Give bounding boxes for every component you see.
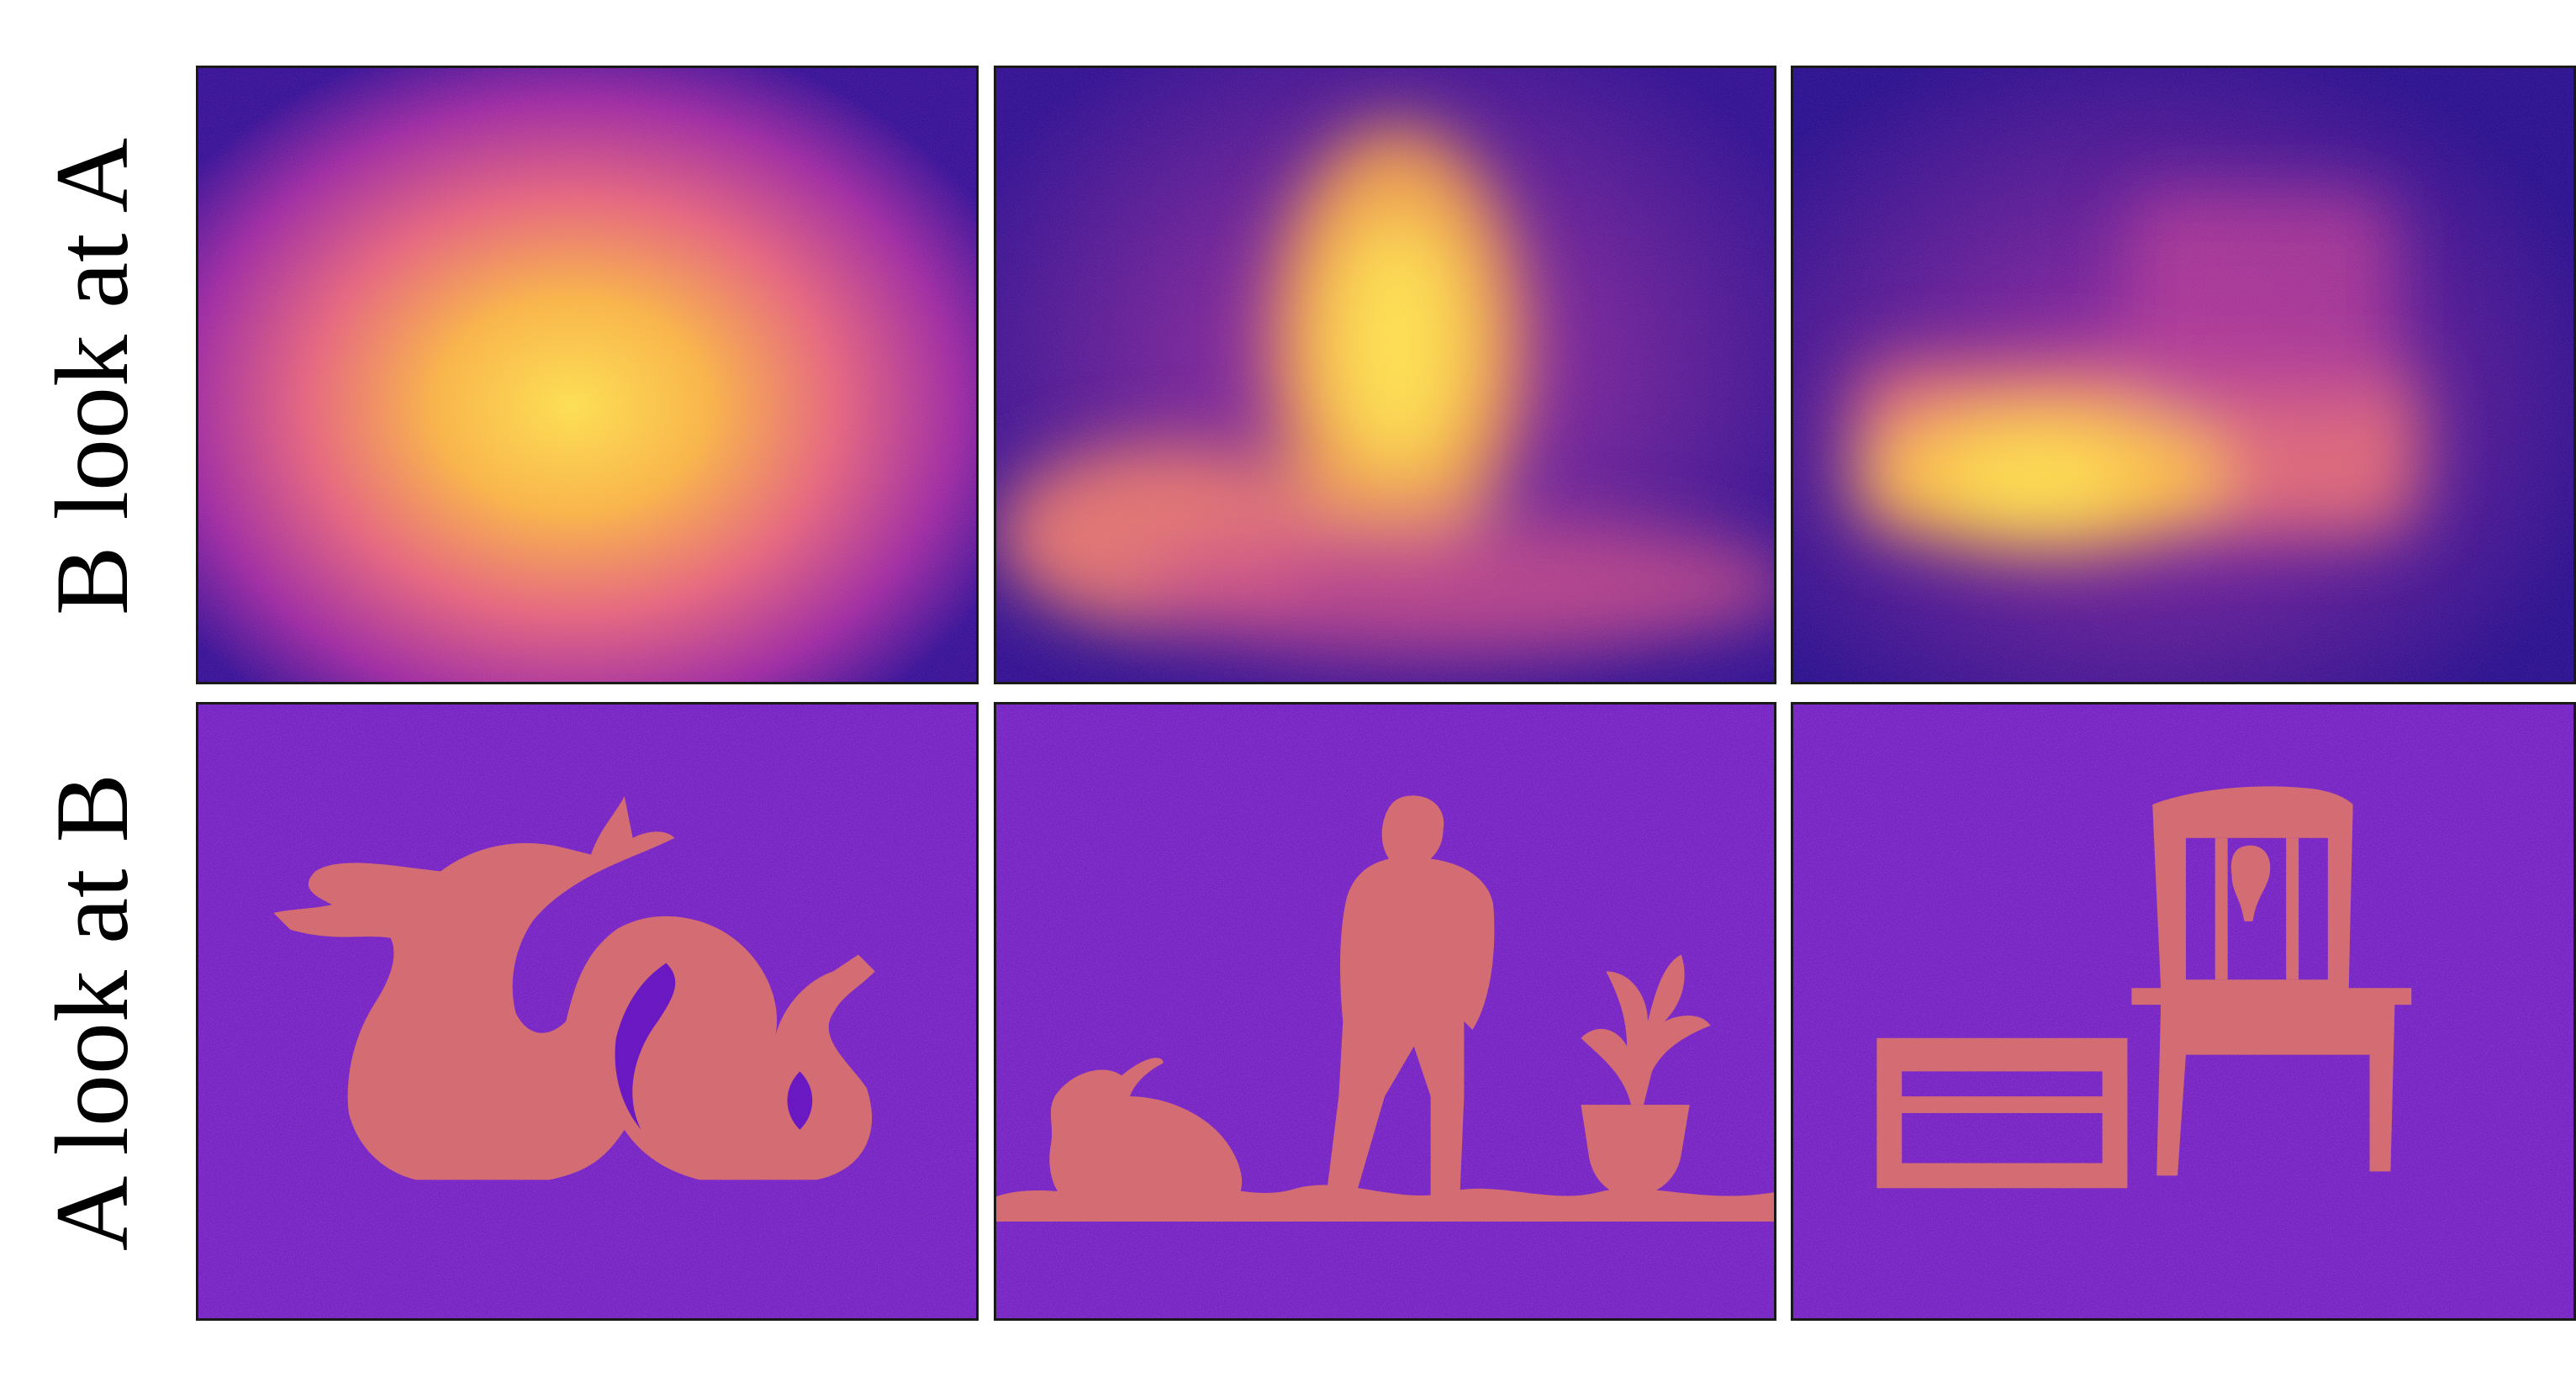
- row-label-top-text: B look at A: [34, 137, 150, 615]
- panel-a-look-at-b-1: [196, 702, 979, 1321]
- bunny-man-plant-image: [996, 705, 1774, 1318]
- chair-silhouette: [2131, 786, 2412, 1176]
- chair-stool-image: [1793, 705, 2573, 1318]
- dragon-image: [198, 705, 976, 1318]
- glow-image-1: [198, 68, 976, 682]
- dragon-silhouette: [273, 796, 875, 1180]
- panel-a-look-at-b-2: [994, 702, 1776, 1321]
- row-label-top: B look at A: [0, 67, 185, 685]
- row-label-bottom: A look at B: [0, 703, 185, 1321]
- stool-silhouette: [1877, 1037, 2128, 1189]
- glow-image-3: [1793, 68, 2573, 682]
- plant-silhouette: [1581, 954, 1711, 1197]
- panel-b-look-at-a-1: [196, 66, 979, 684]
- panel-b-look-at-a-2: [994, 66, 1776, 684]
- panel-b-look-at-a-3: [1791, 66, 2576, 684]
- panel-a-look-at-b-3: [1791, 702, 2576, 1321]
- bunny-silhouette: [1049, 1058, 1243, 1206]
- row-label-bottom-text: A look at B: [34, 773, 150, 1251]
- man-silhouette: [1326, 795, 1495, 1197]
- glow-image-2: [996, 68, 1774, 682]
- ground-leaves: [996, 1183, 1774, 1222]
